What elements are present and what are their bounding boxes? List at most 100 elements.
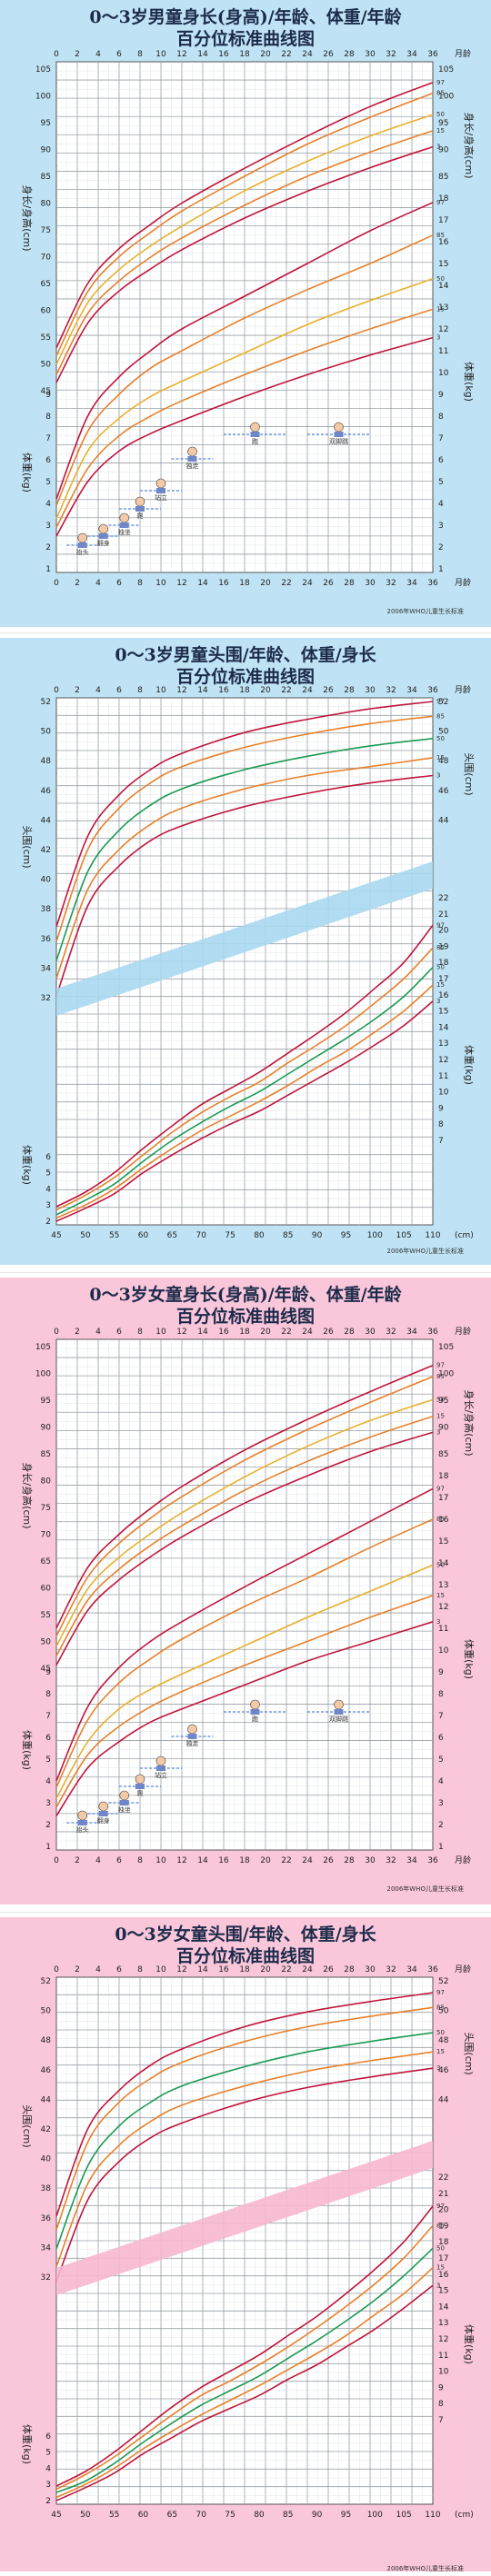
milestone-4: 站立 <box>140 478 182 502</box>
milestone-label: 独坐 <box>118 528 131 536</box>
weight-tick-left: 2 <box>45 2497 51 2506</box>
series-line-50 <box>55 278 434 520</box>
length-tick-left: 55 <box>41 1611 51 1620</box>
length-tick-bottom: 85 <box>283 2511 293 2520</box>
month-tick-top: 22 <box>281 50 291 59</box>
baby-icon <box>250 1709 260 1715</box>
month-tick-top: 20 <box>260 50 271 59</box>
growth-chart-svg: 0 2 4 6 8 10 12 14 16 18 20 22 24 26 28 30 32 34 36 月龄32343… <box>21 684 476 1240</box>
head-tick-left: 52 <box>41 1977 51 1986</box>
weight-tick-right: 15 <box>438 1537 448 1547</box>
baby-icon <box>77 1820 87 1825</box>
weight-tick-left: 8 <box>45 1690 51 1699</box>
length-tick-bottom: 75 <box>225 2511 235 2520</box>
month-tick-top: 32 <box>386 1965 396 1974</box>
credit-text: 2006年WHO儿童生长标准 <box>386 1885 464 1893</box>
month-tick-bottom: 24 <box>302 1856 313 1865</box>
weight-tick-right: 7 <box>438 434 444 443</box>
baby-icon <box>98 1801 109 1812</box>
baby-icon <box>155 1755 166 1766</box>
series-label-3: 3 <box>436 1428 440 1436</box>
panel-separator <box>0 1912 491 1913</box>
weight-tick-right: 17 <box>438 216 448 225</box>
series-label-85: 85 <box>436 1516 445 1523</box>
weight-tick-right: 17 <box>438 1494 448 1503</box>
month-tick-bottom: 28 <box>344 1856 355 1865</box>
month-tick-top: 24 <box>302 686 313 695</box>
series-line-97 <box>55 1992 434 2217</box>
milestone-7: 双脚跳 <box>307 1699 370 1723</box>
series-label-50: 50 <box>436 1396 445 1403</box>
month-tick-bottom: 36 <box>427 579 438 588</box>
month-tick-bottom: 14 <box>197 1856 208 1865</box>
month-tick-bottom: 18 <box>239 1856 250 1865</box>
series-label-85: 85 <box>436 90 445 97</box>
month-tick-top: 22 <box>281 686 291 695</box>
milestone-label: 翻身 <box>97 1816 110 1825</box>
series-label-50: 50 <box>436 2244 445 2252</box>
weight-axis-label-left: 体重(kg) <box>21 453 34 492</box>
month-tick-bottom: 12 <box>176 579 186 588</box>
month-tick-bottom: 10 <box>155 1856 166 1865</box>
month-tick-top: 6 <box>116 50 122 59</box>
series-line-50 <box>55 114 434 365</box>
milestone-6: 跑 <box>224 1699 286 1723</box>
chart-title: 0～3岁女童身长(身高)/年龄、体重/年龄 <box>89 1285 402 1305</box>
month-tick-bottom: 0 <box>54 579 59 588</box>
month-tick-bottom: 32 <box>386 579 396 588</box>
month-tick-bottom: 34 <box>406 1856 417 1865</box>
series-line-3 <box>55 145 434 383</box>
month-tick-top: 12 <box>176 50 186 59</box>
series-label-85: 85 <box>436 2004 445 2011</box>
series-line-85 <box>55 234 434 506</box>
weight-axis-label-left: 体重(kg) <box>21 1145 34 1185</box>
weight-tick-right: 11 <box>438 2352 448 2361</box>
month-tick-top: 8 <box>137 50 143 59</box>
growth-chart-svg: 0022446688101012121414161618182020222224… <box>21 1326 476 1865</box>
month-tick-top: 8 <box>137 1965 143 1974</box>
head-tick-left: 52 <box>41 698 51 707</box>
month-tick-top: 28 <box>344 1965 355 1974</box>
weight-tick-left: 2 <box>45 1821 51 1830</box>
month-tick-bottom: 28 <box>344 579 355 588</box>
weight-tick-left: 4 <box>45 500 51 509</box>
baby-icon <box>135 1784 145 1789</box>
month-tick-top: 32 <box>386 50 396 59</box>
baby-icon <box>119 1790 130 1801</box>
weight-tick-left: 1 <box>45 1843 51 1852</box>
head-tick-left: 44 <box>41 816 52 825</box>
length-tick-right: 105 <box>438 1343 454 1352</box>
length-tick-left: 105 <box>35 1343 51 1352</box>
month-tick-top: 6 <box>116 1328 122 1337</box>
milestone-label: 独走 <box>186 1739 199 1747</box>
series-label-15: 15 <box>436 2264 445 2272</box>
series-line-15 <box>55 308 434 528</box>
length-tick-bottom: 70 <box>196 2511 207 2520</box>
month-tick-bottom: 20 <box>260 1856 271 1865</box>
weight-tick-left: 6 <box>45 1734 51 1743</box>
month-tick-top: 16 <box>218 1965 229 1974</box>
series-line-15 <box>55 984 434 1219</box>
length-tick-left: 100 <box>35 93 51 102</box>
series-label-97: 97 <box>436 2203 445 2210</box>
head-tick-left: 44 <box>41 2095 52 2104</box>
series-label-97: 97 <box>436 1362 445 1369</box>
month-tick-top: 30 <box>365 1965 376 1974</box>
baby-icon <box>334 422 344 433</box>
month-tick-bottom: 26 <box>323 579 334 588</box>
head-axis-label-left: 头围(cm) <box>21 2104 33 2147</box>
length-tick-left: 70 <box>41 1531 52 1540</box>
weight-axis-label-left: 体重(kg) <box>21 1730 34 1770</box>
month-tick-top: 36 <box>427 686 438 695</box>
series-line-3 <box>55 2284 434 2501</box>
weight-axis-label-right: 体重(kg) <box>463 1639 476 1679</box>
length-tick-left: 90 <box>41 1424 52 1433</box>
milestone-label: 独走 <box>186 462 199 470</box>
baby-icon <box>187 456 197 462</box>
series-label-3: 3 <box>436 144 440 151</box>
weight-tick-right: 14 <box>438 2302 449 2312</box>
grid <box>56 1977 433 2504</box>
milestone-3: 爬 <box>119 1774 161 1797</box>
month-tick-bottom: 2 <box>75 579 80 588</box>
